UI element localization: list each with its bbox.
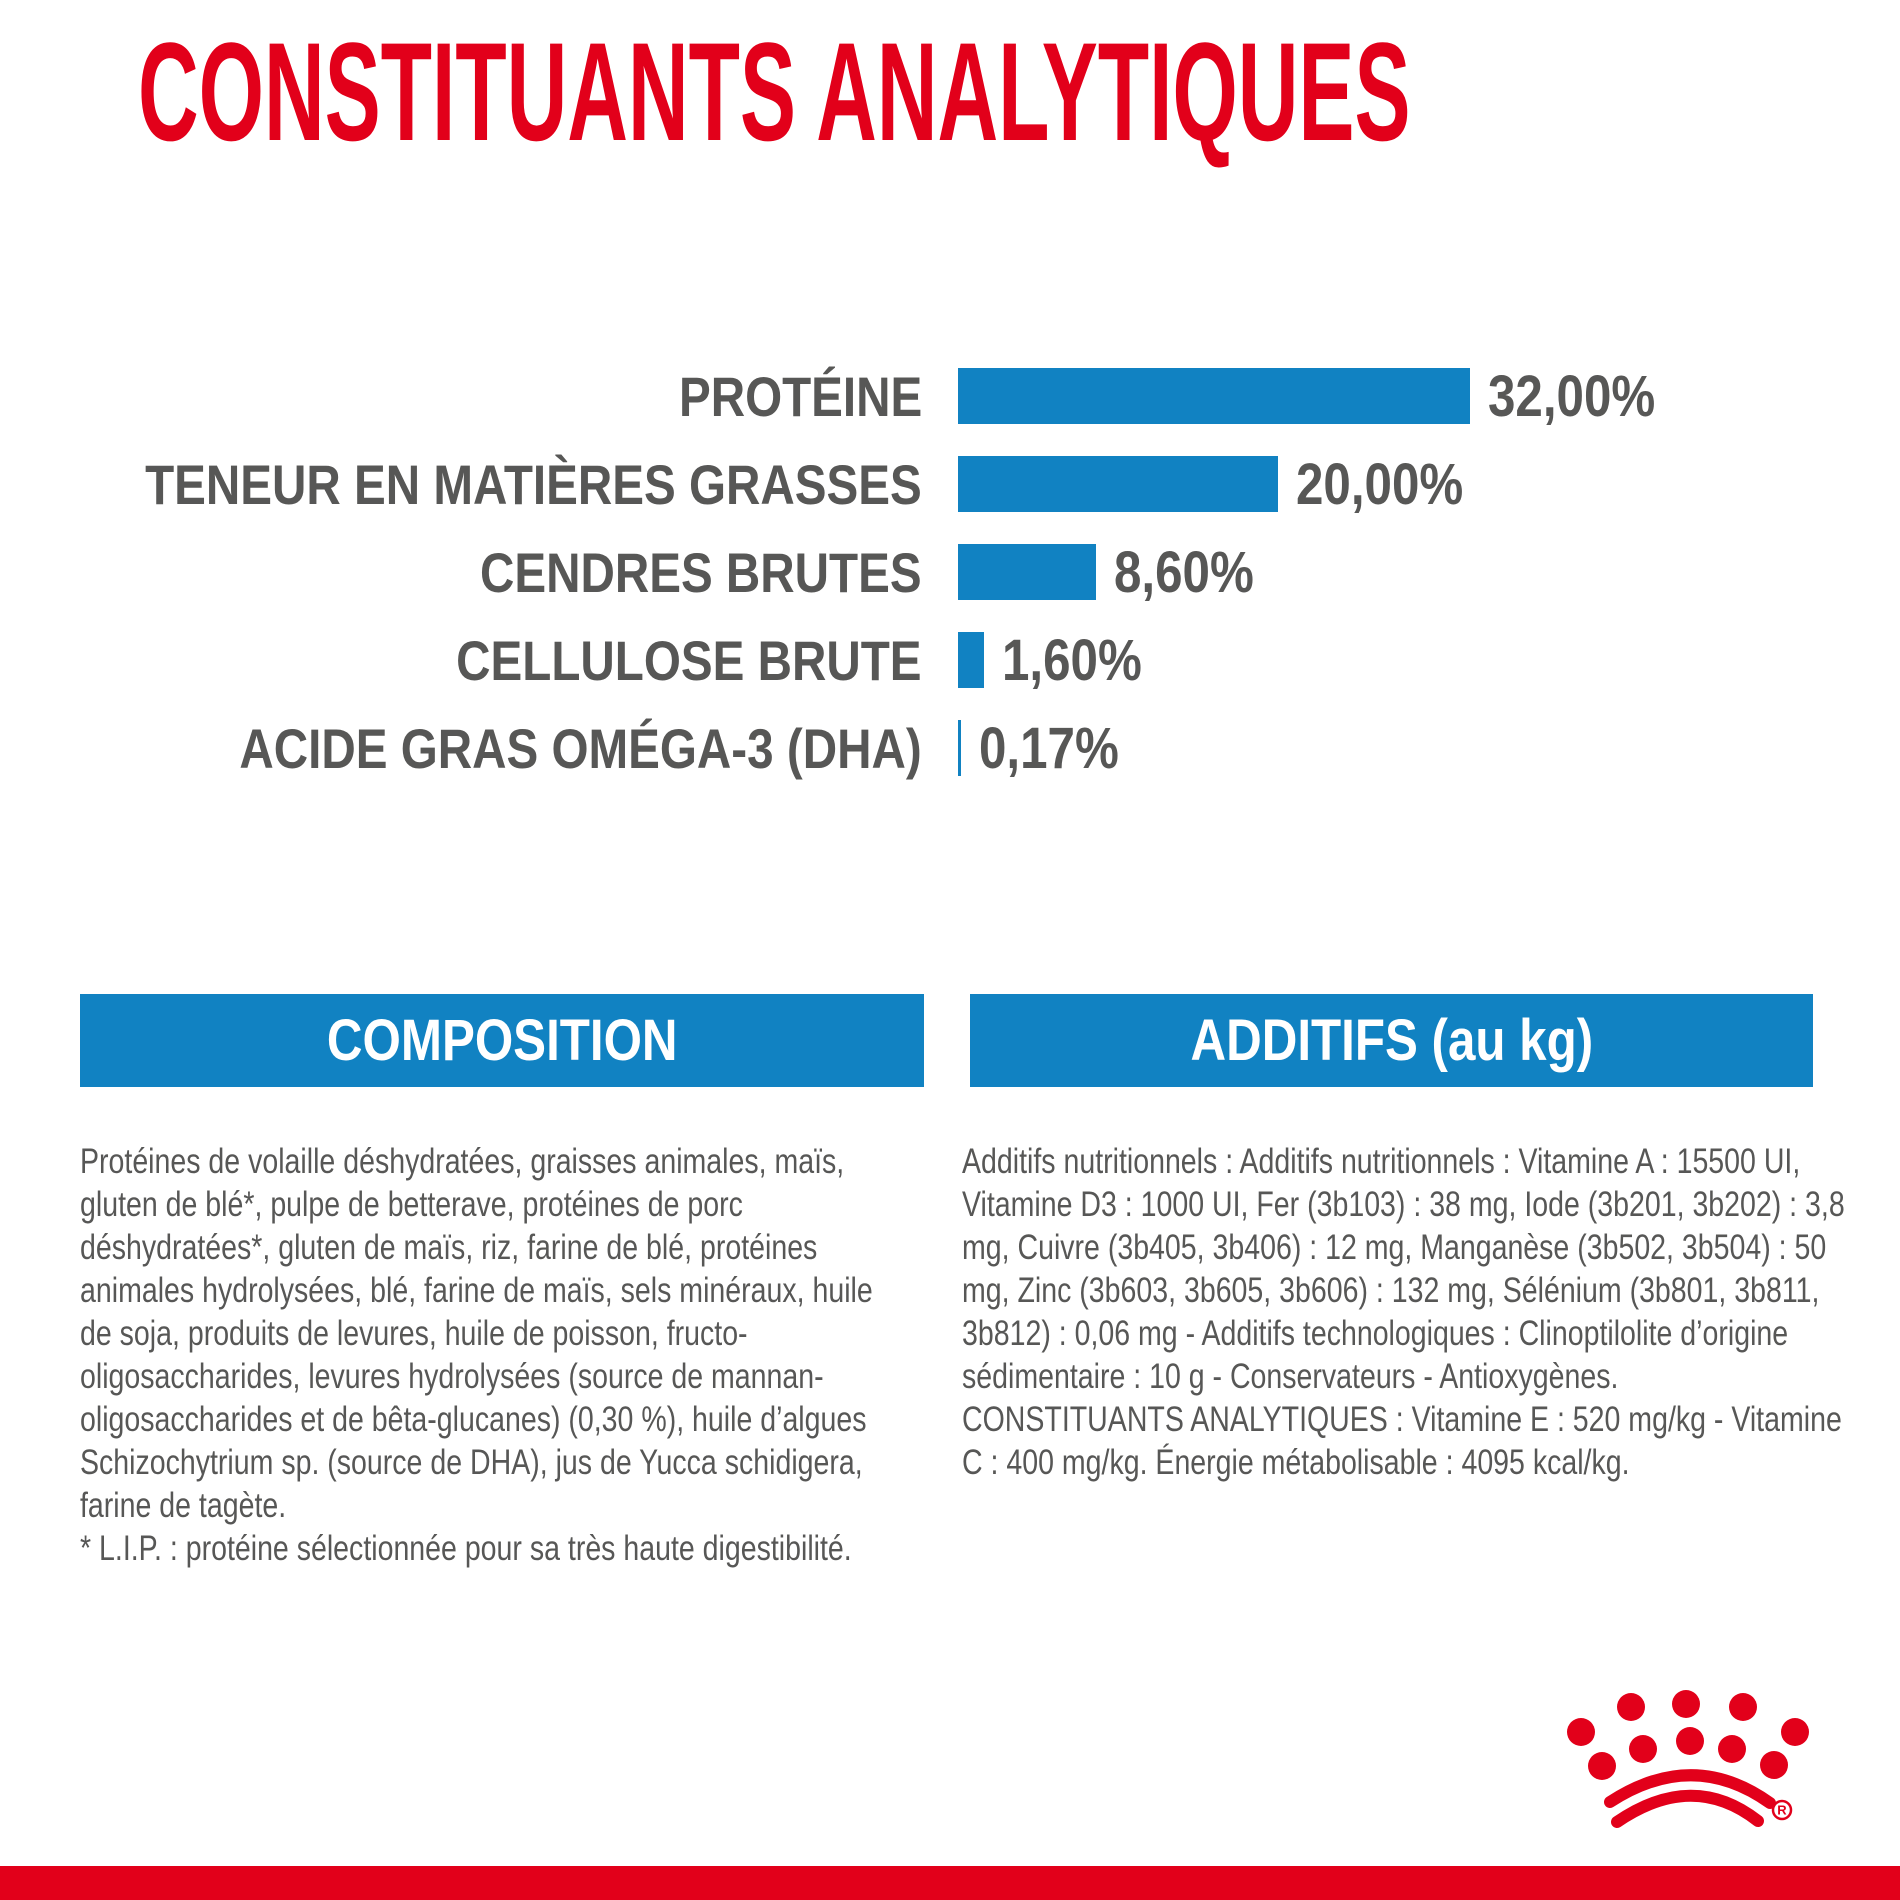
chart-row: TENEUR EN MATIÈRES GRASSES 20,00%: [0, 440, 1900, 528]
composition-header: COMPOSITION: [80, 994, 924, 1087]
bottom-red-strip: [0, 1866, 1900, 1900]
page-title: CONSTITUANTS ANALYTIQUES: [138, 13, 1411, 170]
bar-label: CENDRES BRUTES: [480, 540, 922, 604]
bar-value: 32,00%: [1488, 363, 1656, 429]
composition-footnote: * L.I.P. : protéine sélectionnée pour sa…: [80, 1529, 852, 1568]
bar-cendres-brutes: [958, 544, 1096, 600]
crown-arc-upper: [1604, 1769, 1776, 1809]
chart-row: CENDRES BRUTES 8,60%: [0, 528, 1900, 616]
bar-label: PROTÉINE: [678, 364, 922, 428]
bar-label: CELLULOSE BRUTE: [456, 628, 922, 692]
additifs-header: ADDITIFS (au kg): [970, 994, 1813, 1087]
royal-canin-crown-logo: R: [1567, 1690, 1809, 1828]
additifs-text-column: Additifs nutritionnels : Additifs nutrit…: [962, 1140, 1859, 1484]
chart-row: ACIDE GRAS OMÉGA-3 (DHA) 0,17%: [0, 704, 1900, 792]
registered-mark-letter: R: [1777, 1803, 1787, 1818]
chart-row: PROTÉINE 32,00%: [0, 352, 1900, 440]
bar-omega3-dha: [958, 720, 961, 776]
composition-text-column: Protéines de volaille déshydratées, grai…: [80, 1140, 907, 1570]
bar-value: 0,17%: [978, 715, 1119, 781]
additifs-body: Additifs nutritionnels : Additifs nutrit…: [962, 1142, 1845, 1396]
constituants-analytiques-line: CONSTITUANTS ANALYTIQUES : Vitamine E : …: [962, 1400, 1842, 1482]
bar-value: 1,60%: [1001, 627, 1142, 693]
registered-mark-circle: [1771, 1799, 1793, 1821]
composition-body: Protéines de volaille déshydratées, grai…: [80, 1142, 873, 1525]
bar-proteine: [958, 368, 1470, 424]
analytical-constituents-chart: PROTÉINE 32,00% TENEUR EN MATIÈRES GRASS…: [0, 352, 1900, 792]
additifs-header-label: ADDITIFS (au kg): [1190, 1008, 1593, 1073]
bar-label: ACIDE GRAS OMÉGA-3 (DHA): [239, 716, 922, 780]
chart-row: CELLULOSE BRUTE 1,60%: [0, 616, 1900, 704]
bar-matieres-grasses: [958, 456, 1278, 512]
bar-label: TENEUR EN MATIÈRES GRASSES: [145, 452, 922, 516]
bar-value: 8,60%: [1113, 539, 1254, 605]
composition-header-label: COMPOSITION: [326, 1008, 678, 1073]
bar-cellulose-brute: [958, 632, 984, 688]
crown-arc-lower: [1611, 1789, 1764, 1828]
bar-value: 20,00%: [1296, 451, 1464, 517]
